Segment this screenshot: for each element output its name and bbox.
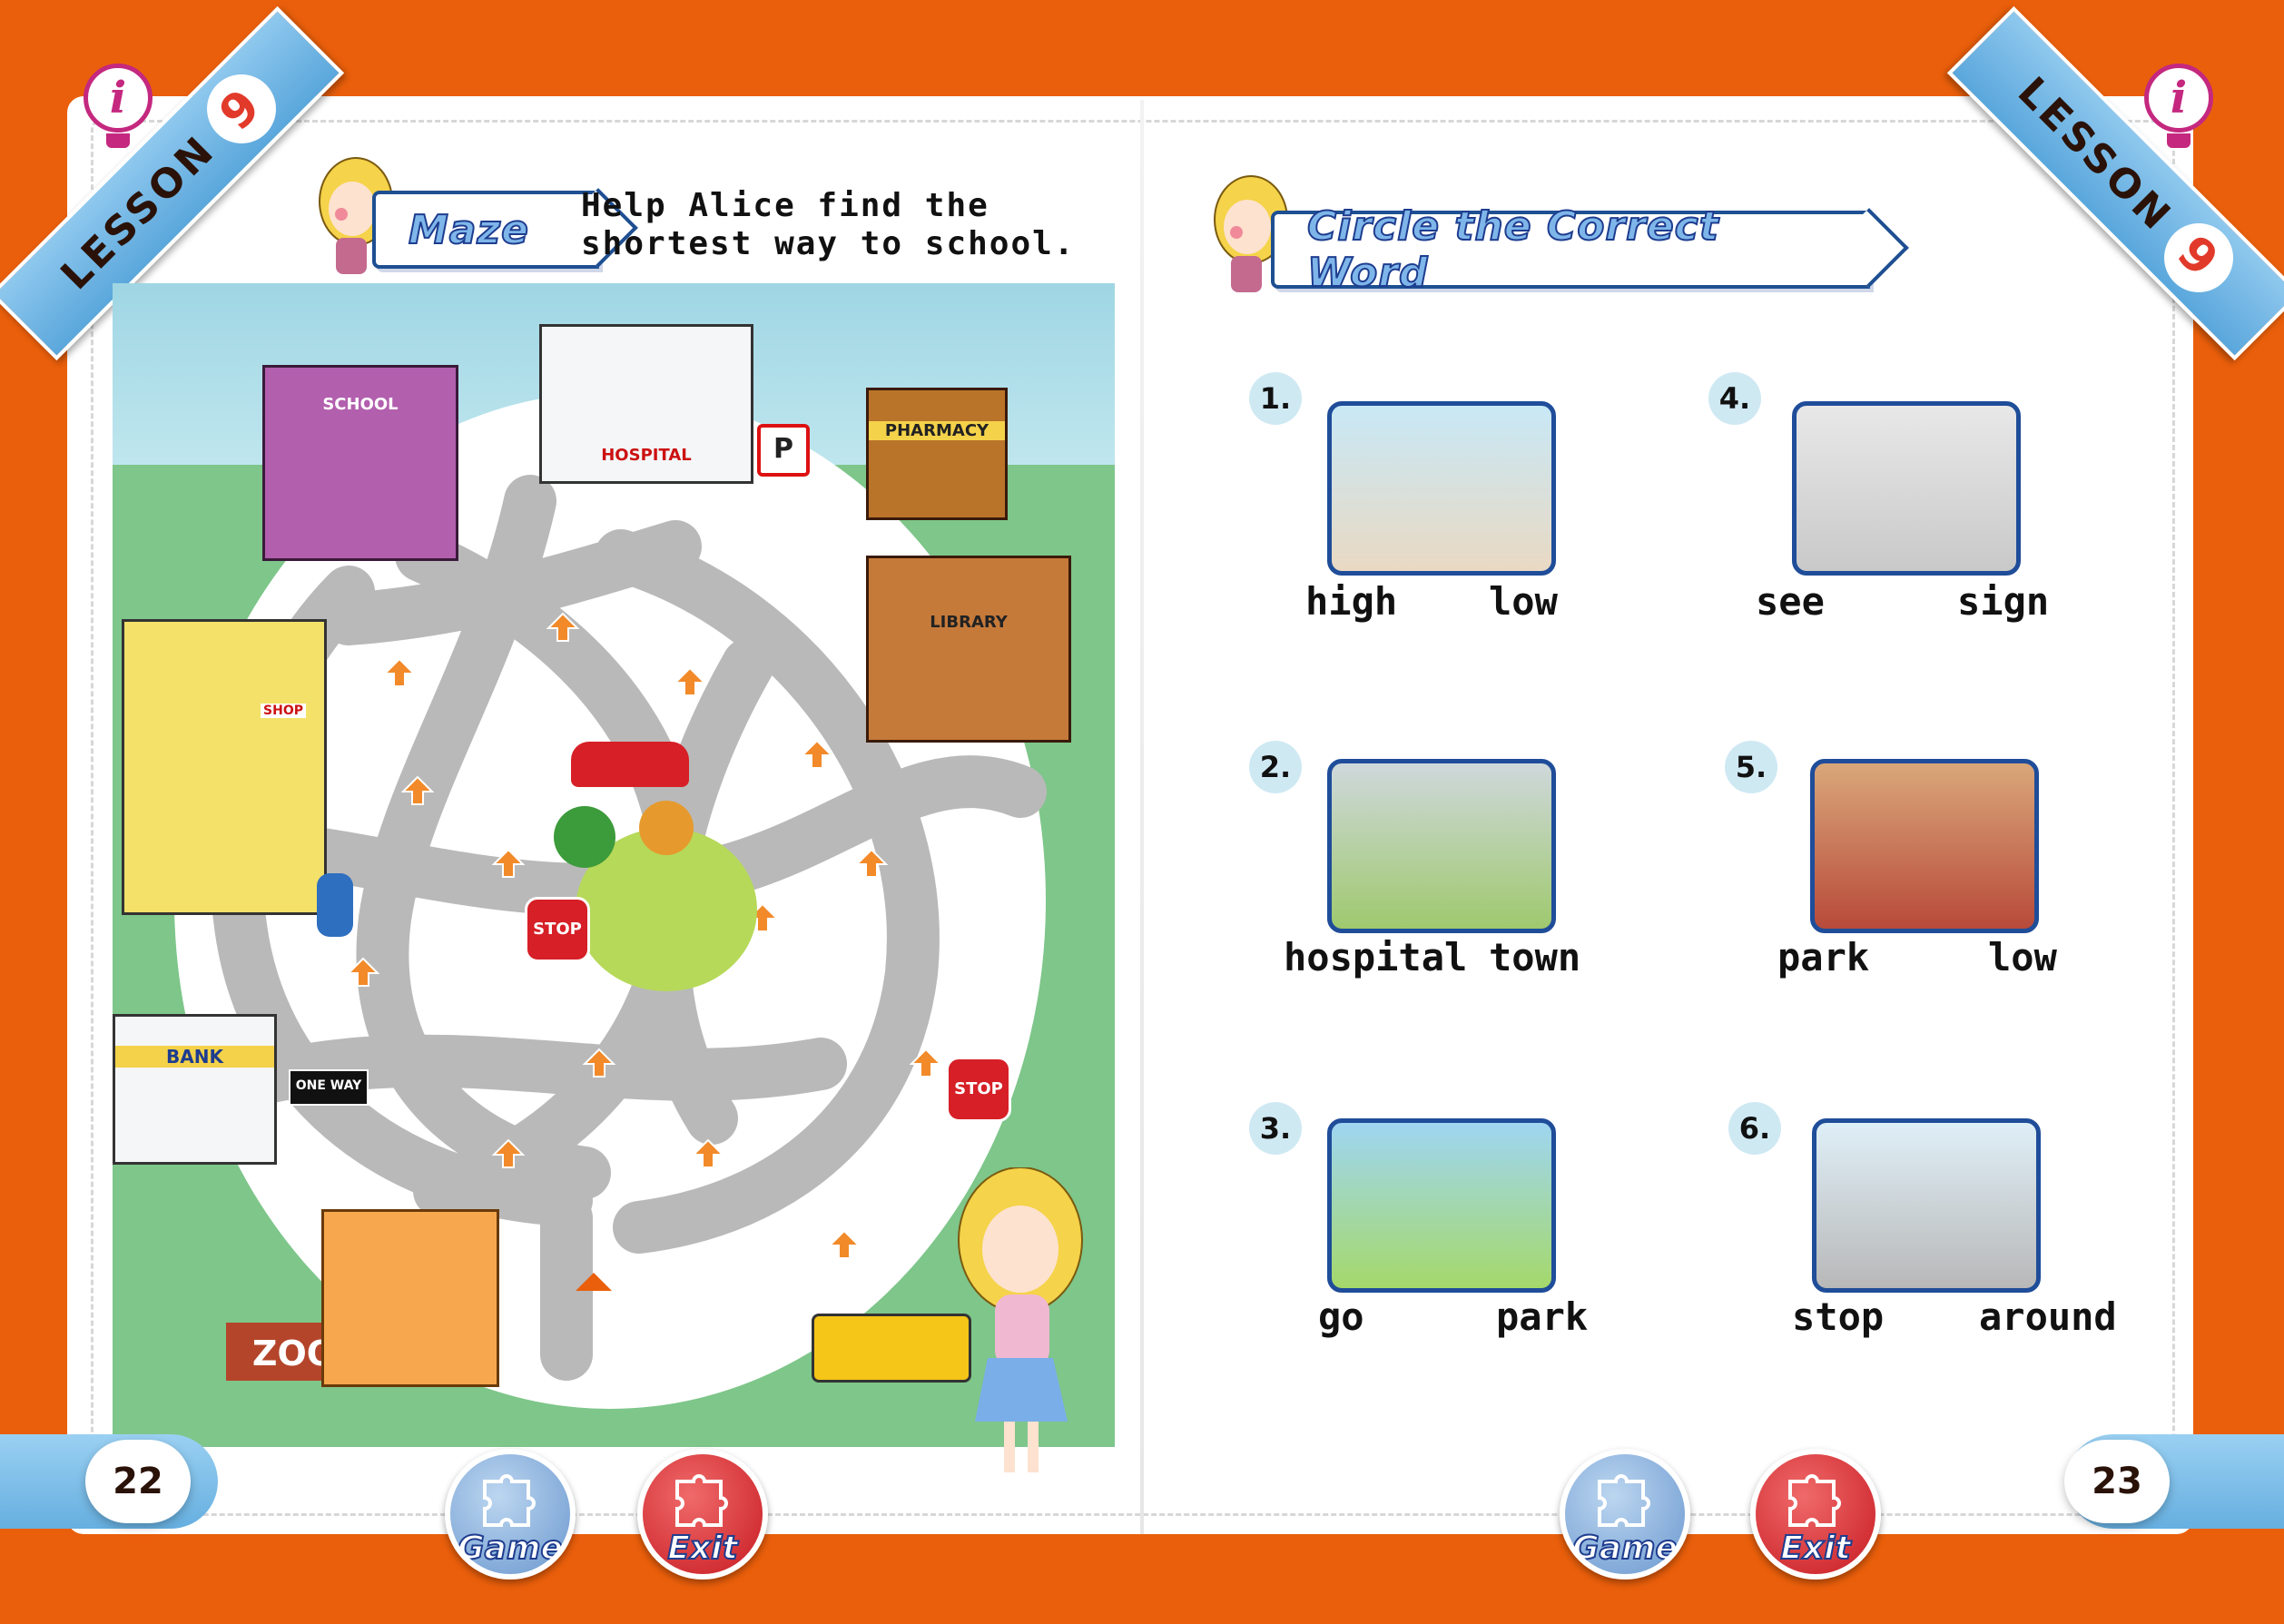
word-option[interactable]: go <box>1318 1294 1364 1339</box>
puzzle-icon <box>675 1474 728 1527</box>
picture-traffic-sign <box>1792 401 2021 576</box>
one-way-sign-icon: ONE WAY <box>289 1069 369 1106</box>
car-icon <box>571 742 689 787</box>
word-option[interactable]: hospital <box>1284 935 1468 979</box>
word-option[interactable]: high <box>1305 579 1398 624</box>
word-option[interactable]: park <box>1496 1294 1589 1339</box>
item-number: 2. <box>1249 741 1302 793</box>
pharmacy-building[interactable]: PHARMACY <box>866 388 1008 520</box>
item-number: 5. <box>1725 741 1777 793</box>
circle-word-title-banner: Circle the Correct Word <box>1271 202 1870 297</box>
picture-high-building <box>1327 401 1556 576</box>
school-bus-icon <box>812 1314 971 1383</box>
page-number-left: 22 <box>85 1440 191 1523</box>
picture-park <box>1327 1118 1556 1293</box>
shop-building[interactable]: SHOP <box>122 619 327 915</box>
page-number-right: 23 <box>2064 1440 2170 1523</box>
bank-building[interactable]: BANK <box>113 1014 277 1165</box>
alice-avatar-icon <box>1214 175 1287 292</box>
word-option[interactable]: sign <box>1957 579 2050 624</box>
maze-title: Maze <box>408 206 529 254</box>
picture-low-doghouse <box>1810 759 2039 933</box>
puzzle-icon <box>1598 1474 1650 1527</box>
maze-title-banner: Maze <box>372 191 599 269</box>
lightbulb-info-icon[interactable]: i <box>2144 64 2213 148</box>
picture-town <box>1327 759 1556 933</box>
word-option[interactable]: see <box>1756 579 1825 624</box>
book-spine <box>1140 100 1144 1534</box>
stop-sign-icon: STOP <box>946 1057 1011 1122</box>
game-button[interactable]: Game <box>1560 1449 1690 1580</box>
no-parking-sign-icon: P <box>757 424 810 477</box>
item-number: 1. <box>1249 372 1302 425</box>
exit-button[interactable]: Exit <box>1750 1449 1881 1580</box>
word-option[interactable]: low <box>1988 935 2057 979</box>
circle-word-title: Circle the Correct Word <box>1306 202 1719 297</box>
stop-sign-icon: STOP <box>525 897 590 962</box>
lightbulb-info-icon[interactable]: i <box>84 64 153 148</box>
exit-button[interactable]: Exit <box>637 1449 768 1580</box>
word-option[interactable]: low <box>1489 579 1558 624</box>
puzzle-icon <box>1788 1474 1841 1527</box>
library-building[interactable]: LIBRARY <box>866 556 1071 743</box>
page-dashed-border <box>91 120 2175 1516</box>
maze-instruction: Help Alice find the shortest way to scho… <box>581 187 1076 262</box>
item-number: 3. <box>1249 1102 1302 1155</box>
item-number: 6. <box>1728 1102 1781 1155</box>
alice-character <box>958 1167 1083 1472</box>
word-option[interactable]: around <box>1979 1294 2117 1339</box>
word-option[interactable]: park <box>1777 935 1870 979</box>
hospital-building[interactable]: HOSPITAL <box>539 324 753 484</box>
school-building[interactable]: SCHOOL <box>262 365 458 561</box>
word-option[interactable]: stop <box>1792 1294 1885 1339</box>
game-button[interactable]: Game <box>445 1449 576 1580</box>
maze-roads <box>141 392 1047 1409</box>
word-option[interactable]: town <box>1489 935 1581 979</box>
zoo-roof <box>321 1209 499 1387</box>
item-number: 4. <box>1708 372 1761 425</box>
motorcycle-icon <box>317 873 353 937</box>
picture-car-around-tree <box>1812 1118 2041 1293</box>
maze-board[interactable]: SCHOOL HOSPITAL P PHARMACY LIBRARY SHOP … <box>113 283 1115 1447</box>
puzzle-icon <box>483 1474 536 1527</box>
